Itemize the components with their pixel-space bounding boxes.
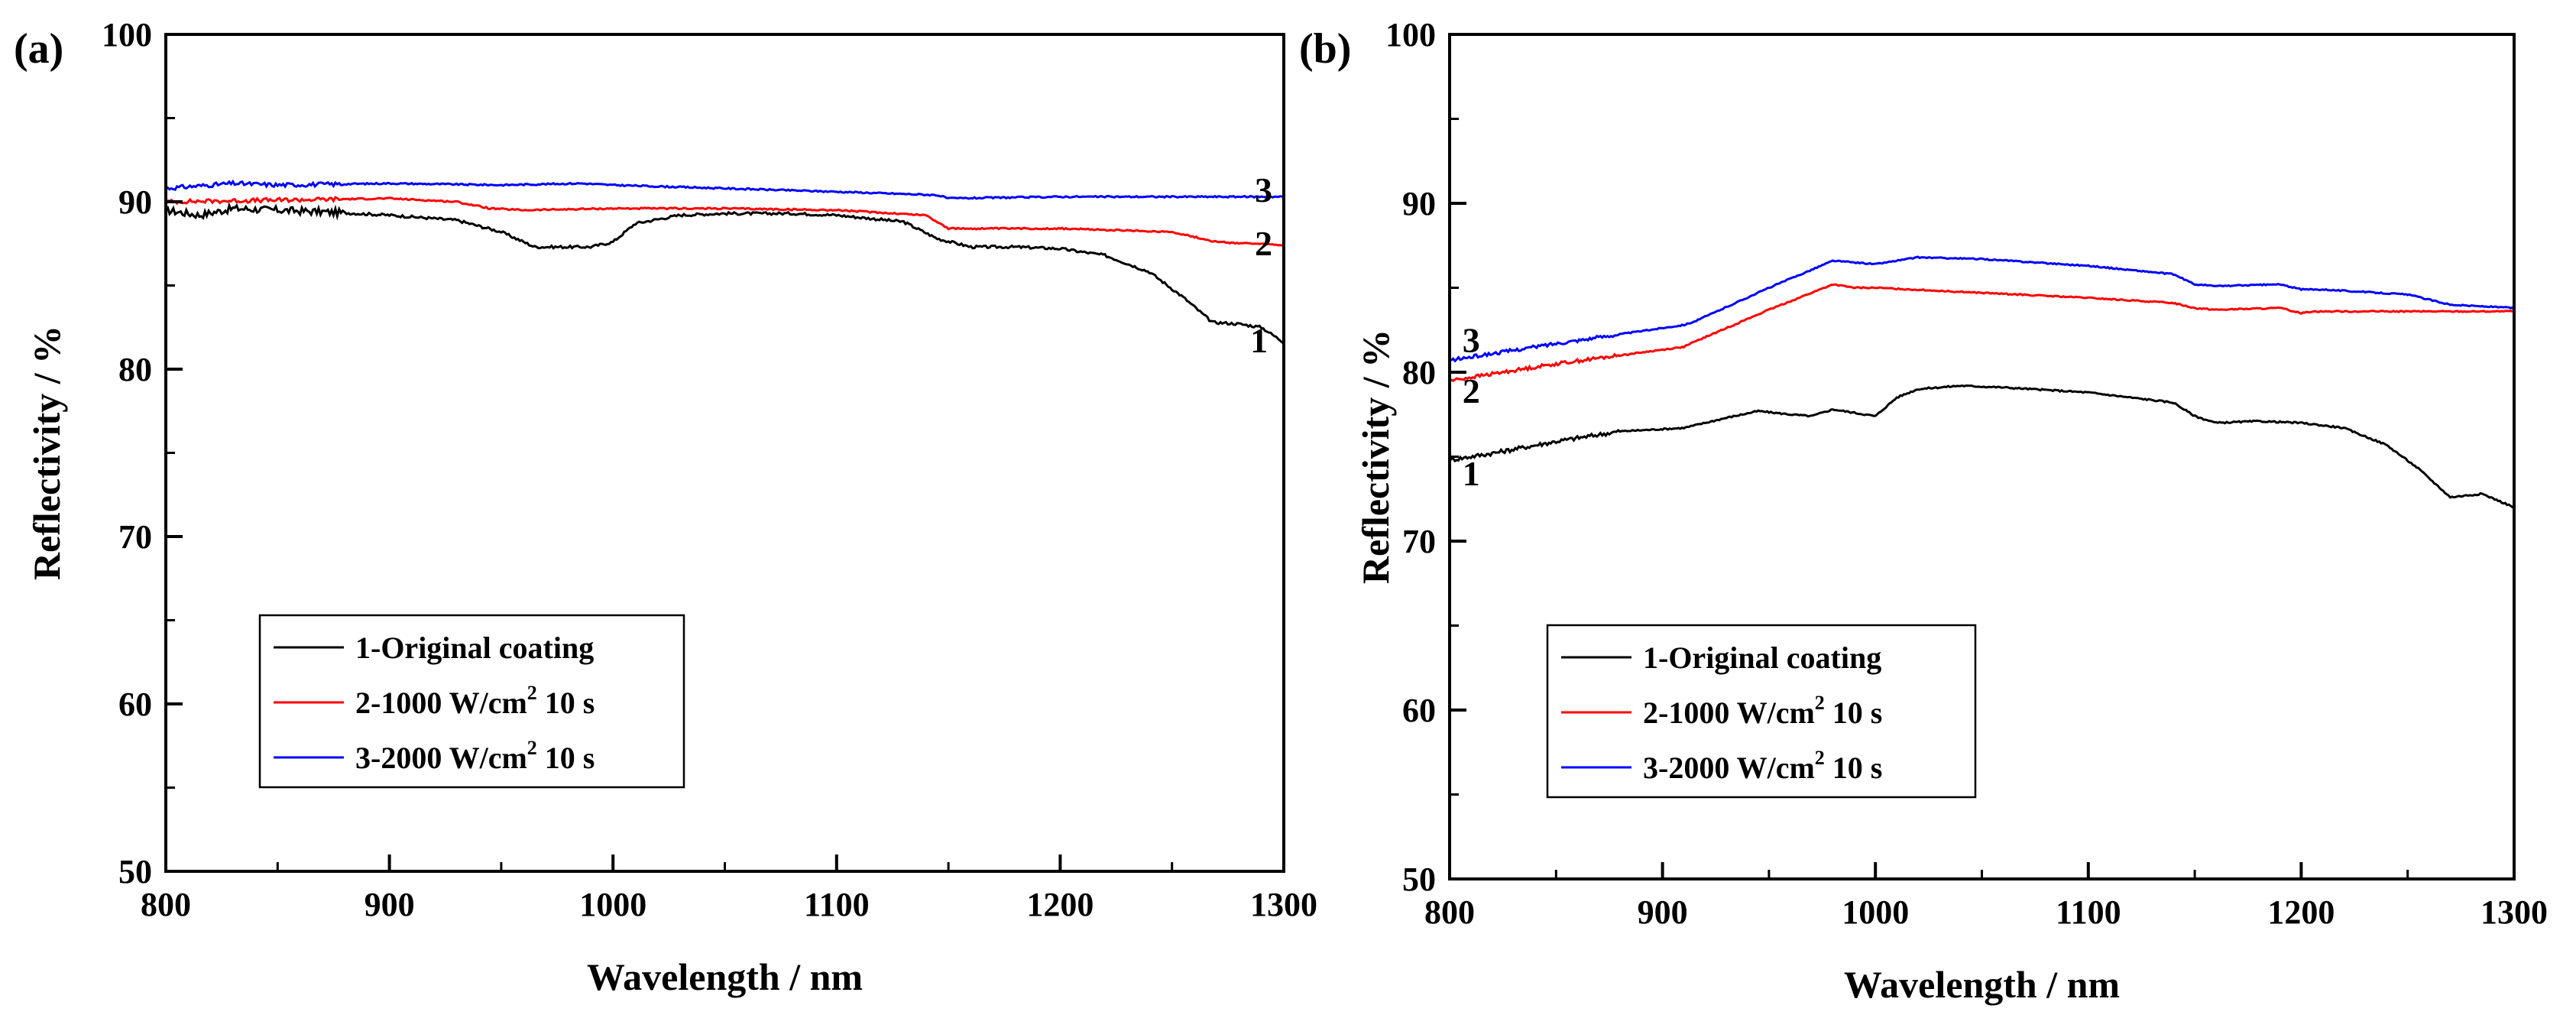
legend-suffix: 10 s (537, 686, 595, 720)
y-tick-label: 80 (1402, 354, 1436, 391)
series-line-1 (165, 201, 1285, 345)
curve-label-1: 1 (1250, 321, 1268, 360)
x-tick-label: 900 (365, 886, 415, 923)
chart-panel-a: 1 2 3 800 900 1000 1100 1200 1300 50 60 70 80 90 100 Wa… (14, 16, 1317, 998)
legend: 1-Original coating 2-1000 W/cm2 10 s 3-200… (1546, 624, 1977, 799)
chart-panel-b: 1 2 3 800 900 1000 1100 1200 1300 50 60 70 80 90 100 Wa… (1299, 16, 2548, 1006)
series-line-3 (1449, 255, 2515, 363)
curve-label-1: 1 (1463, 454, 1480, 493)
curve-label-3: 3 (1255, 170, 1272, 209)
legend-label-3: 3-2000 W/cm2 10 s (1643, 747, 1882, 785)
legend-suffix: 10 s (1825, 751, 1883, 785)
y-tick-label: 80 (118, 351, 152, 388)
y-tick-label: 70 (1402, 523, 1436, 560)
x-tick-label: 1100 (2056, 893, 2121, 931)
y-tick-label: 100 (1385, 16, 1436, 54)
y-tick-label: 70 (118, 518, 152, 556)
series-line-3 (165, 179, 1285, 200)
x-axis-title: Wavelength / nm (587, 955, 863, 998)
legend-suffix: 10 s (537, 741, 595, 775)
series-line-2 (1449, 283, 2514, 382)
series-line-1 (1448, 384, 2515, 508)
legend-label-1: 1-Original coating (355, 631, 594, 665)
x-tick-label: 1100 (804, 886, 870, 923)
panel-label: (b) (1299, 25, 1351, 73)
legend-label-3: 3-2000 W/cm2 10 s (355, 737, 595, 775)
legend-superscript: 2 (1815, 747, 1825, 769)
x-tick-label: 800 (141, 886, 191, 923)
x-tick-label: 1200 (2267, 893, 2335, 931)
x-tick-label: 1200 (1026, 886, 1094, 923)
legend-suffix: 10 s (1825, 696, 1883, 730)
x-tick-label: 1300 (2480, 893, 2548, 931)
series-line-2 (164, 196, 1285, 247)
curve-label-2: 2 (1255, 224, 1272, 263)
y-tick-label: 100 (102, 16, 152, 54)
x-tick-label: 1000 (579, 886, 646, 923)
x-tick-label: 1300 (1250, 886, 1317, 923)
legend-superscript: 2 (527, 737, 537, 759)
legend-label-2: 2-1000 W/cm2 10 s (1643, 692, 1882, 730)
x-tick-label: 800 (1424, 893, 1475, 931)
legend-label-1: 1-Original coating (1643, 640, 1881, 675)
curve-label-2: 2 (1463, 371, 1480, 410)
legend-superscript: 2 (527, 682, 537, 704)
y-tick-label: 60 (1402, 692, 1436, 729)
legend-superscript: 2 (1815, 692, 1825, 714)
y-tick-label: 90 (118, 183, 152, 221)
x-tick-label: 900 (1638, 893, 1688, 931)
y-tick-label: 50 (118, 853, 152, 890)
y-axis-title: Reflectivity / % (1354, 329, 1397, 584)
y-tick-label: 50 (1402, 861, 1436, 898)
x-axis-title: Wavelength / nm (1844, 963, 2120, 1006)
legend: 1-Original coating 2-1000 W/cm2 10 s 3-200… (258, 614, 685, 789)
curve-label-3: 3 (1463, 320, 1480, 359)
legend-label-2: 2-1000 W/cm2 10 s (355, 682, 595, 720)
y-tick-label: 90 (1402, 185, 1436, 222)
panel-label: (a) (14, 25, 63, 73)
x-tick-label: 1000 (1842, 893, 1909, 931)
y-axis-title: Reflectivity / % (25, 326, 68, 580)
y-tick-label: 60 (118, 686, 152, 723)
